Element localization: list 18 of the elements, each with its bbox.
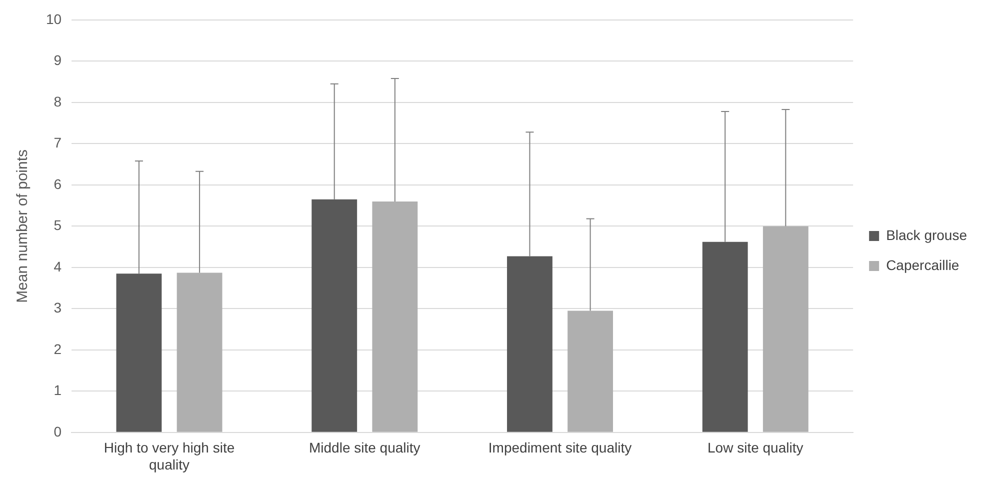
y-tick-label: 6 (54, 176, 62, 192)
legend-label: Black grouse (886, 226, 968, 243)
x-tick-label: High to very high site quality (104, 440, 235, 472)
y-tick-label: 7 (54, 134, 62, 151)
x-tick-label: Impediment site quality (488, 440, 632, 456)
y-tick-label: 0 (54, 423, 62, 440)
y-tick-label: 2 (54, 340, 62, 357)
x-tick-label: Low site quality (708, 440, 804, 456)
y-tick-label: 3 (54, 300, 62, 316)
y-tick-label: 5 (54, 217, 62, 234)
y-tick-label: 8 (54, 93, 62, 110)
legend-label: Capercaillie (886, 256, 960, 273)
y-axis-title: Mean number of points (14, 149, 32, 303)
y-tick-label: 1 (54, 382, 62, 398)
x-tick-label: Middle site quality (308, 440, 420, 456)
y-tick-label: 9 (54, 52, 62, 68)
y-tick-label: 10 (46, 10, 62, 27)
y-tick-label: 4 (54, 258, 62, 274)
